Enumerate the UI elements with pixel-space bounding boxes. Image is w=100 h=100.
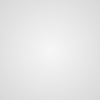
Bar	[86, 23, 94, 87]
Polygon shape	[87, 87, 95, 88]
Bar	[36, 60, 44, 87]
Text: $13.2: $13.2	[32, 64, 73, 76]
Title: Executor Compensation (K): Executor Compensation (K)	[0, 0, 100, 2]
Polygon shape	[74, 87, 82, 88]
Text: $37.5: $37.5	[69, 32, 100, 45]
Polygon shape	[36, 87, 44, 88]
Bar	[61, 57, 69, 87]
Polygon shape	[49, 87, 57, 88]
Bar	[74, 50, 81, 87]
Text: $15.9: $15.9	[19, 60, 61, 73]
Text: $21.3: $21.3	[57, 53, 98, 66]
Polygon shape	[11, 87, 19, 88]
Bar	[24, 47, 31, 87]
Text: $17.3: $17.3	[44, 58, 86, 71]
Bar	[49, 64, 56, 87]
Polygon shape	[24, 87, 32, 88]
Text: $10.4: $10.4	[0, 67, 36, 80]
Bar	[11, 69, 19, 87]
Polygon shape	[62, 87, 70, 88]
Text: $23.5: $23.5	[7, 50, 48, 63]
